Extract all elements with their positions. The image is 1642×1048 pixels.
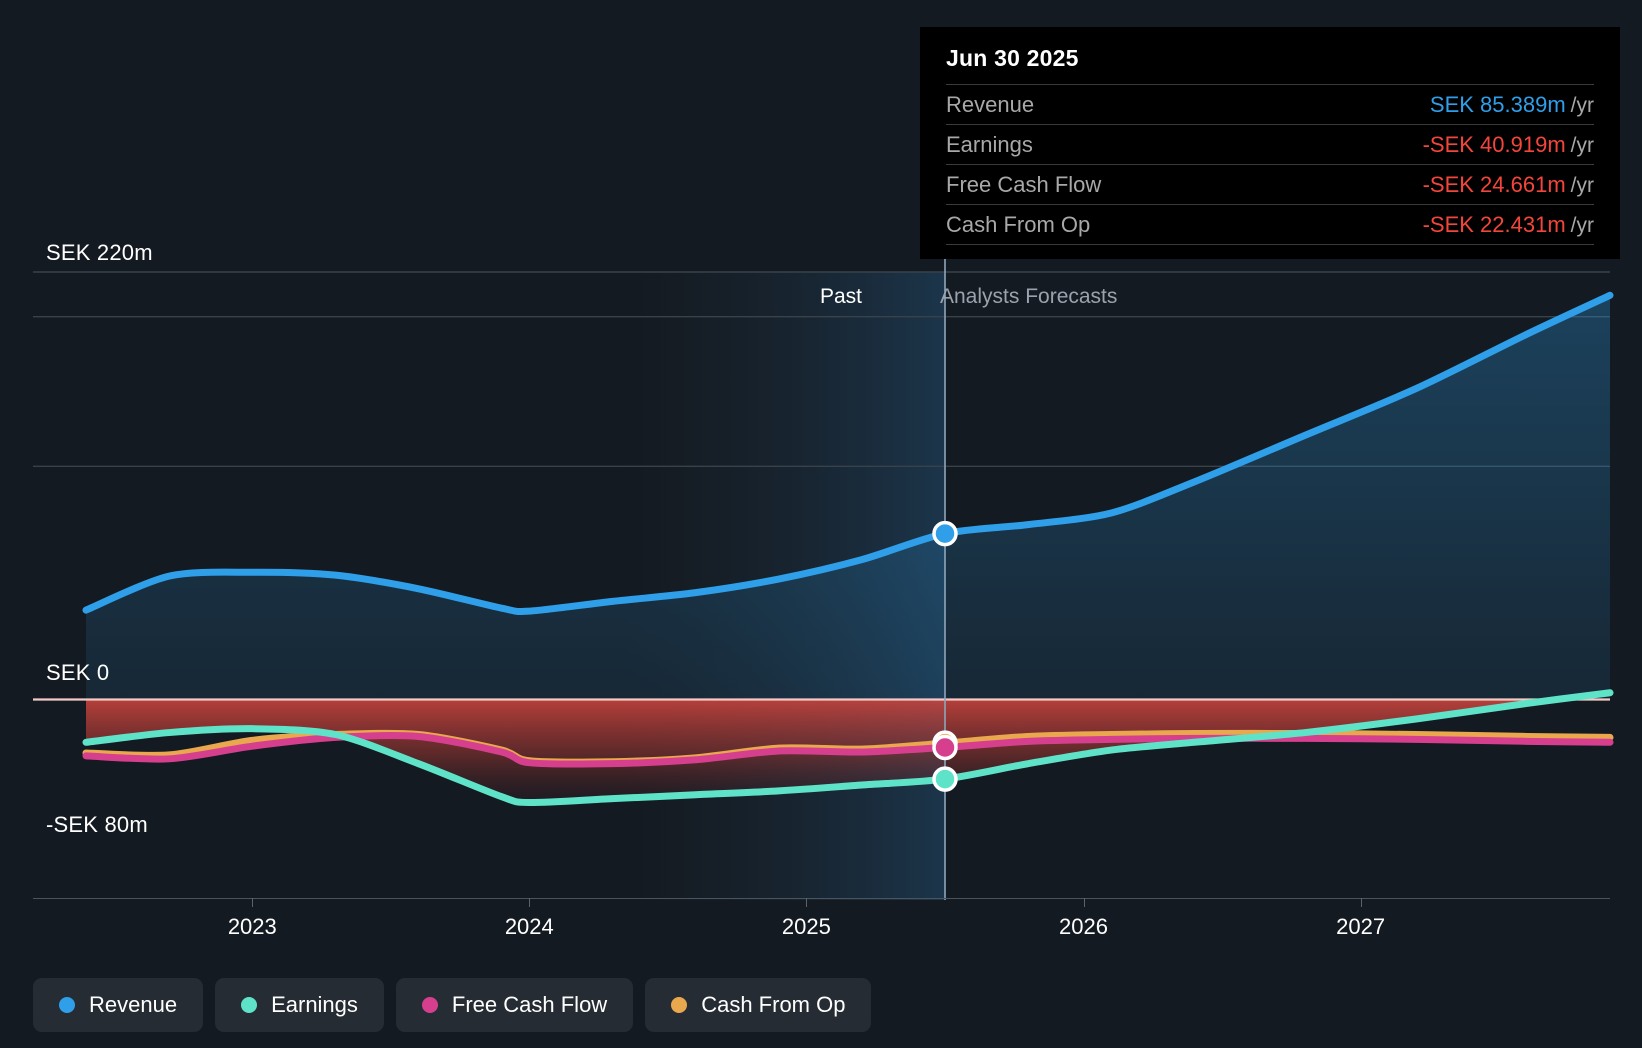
marker-free-cash-flow xyxy=(932,734,958,761)
x-axis-label-2023: 2023 xyxy=(227,914,277,939)
tooltip-metric-unit: /yr xyxy=(1570,134,1594,157)
tooltip-metric-name: Earnings xyxy=(946,132,1033,157)
past-label: Past xyxy=(820,285,863,308)
x-axis-tick xyxy=(1083,898,1085,907)
marker-earnings xyxy=(932,766,958,792)
x-axis-tick xyxy=(529,898,531,907)
tooltip-row: Free Cash Flow -SEK 24.661m/yr xyxy=(946,164,1594,204)
legend-color-dot xyxy=(59,997,75,1013)
tooltip-date: Jun 30 2025 xyxy=(946,45,1079,71)
chart-tooltip: Jun 30 2025 Revenue SEK 85.389m/yr Earning… xyxy=(920,27,1620,259)
tooltip-row: Revenue SEK 85.389m/yr xyxy=(946,84,1594,124)
legend-color-dot xyxy=(671,997,688,1013)
tooltip-metric-name: Free Cash Flow xyxy=(946,172,1102,197)
x-axis-tick xyxy=(806,898,808,907)
legend-item-label: Free Cash Flow xyxy=(451,992,608,1017)
legend-item-label: Revenue xyxy=(89,992,178,1017)
x-axis-label-2024: 2024 xyxy=(504,914,554,939)
tooltip-metric-unit: /yr xyxy=(1570,214,1594,237)
tooltip-metric-value-wrap: SEK 85.389m/yr xyxy=(1430,92,1594,118)
tooltip-metric-value-wrap: -SEK 40.919m/yr xyxy=(1423,132,1594,158)
legend-color-dot xyxy=(421,997,438,1013)
tooltip-metric-value: -SEK 22.431m xyxy=(1422,212,1566,237)
legend-item-label: Cash From Op xyxy=(701,992,846,1017)
y-axis-label-top: SEK 220m xyxy=(46,240,153,265)
marker-revenue xyxy=(932,520,958,547)
legend-item-cash-from-op[interactable]: Cash From Op xyxy=(645,978,872,1032)
x-axis: 2023 2024 2025 2026 2027 xyxy=(0,898,1642,948)
x-axis-tick xyxy=(1360,898,1362,907)
series-line-earnings xyxy=(82,689,1614,807)
legend-item-label: Earnings xyxy=(271,992,358,1017)
tooltip-metric-value: -SEK 24.661m xyxy=(1422,172,1566,197)
x-axis-label-2026: 2026 xyxy=(1059,914,1108,939)
legend-item-revenue[interactable]: Revenue xyxy=(33,978,204,1032)
tooltip-rows: Revenue SEK 85.389m/yr Earnings -SEK 40.919… xyxy=(946,84,1594,245)
tooltip-row: Cash From Op -SEK 22.431m/yr xyxy=(946,204,1594,244)
tooltip-metric-unit: /yr xyxy=(1570,94,1594,117)
y-axis-label-bottom: -SEK 80m xyxy=(46,812,148,837)
analysts-forecasts-label: Analysts Forecasts xyxy=(940,285,1118,308)
series-line-revenue xyxy=(82,291,1614,616)
x-axis-label-2025: 2025 xyxy=(781,914,831,939)
tooltip-metric-value-wrap: -SEK 24.661m/yr xyxy=(1423,172,1594,198)
tooltip-metric-unit: /yr xyxy=(1570,174,1594,197)
y-axis-label-zero: SEK 0 xyxy=(46,660,110,685)
tooltip-metric-name: Cash From Op xyxy=(946,212,1091,237)
tooltip-metric-name: Revenue xyxy=(946,92,1035,117)
tooltip-metric-value-wrap: -SEK 22.431m/yr xyxy=(1423,212,1594,238)
tooltip-metric-value: SEK 85.389m xyxy=(1429,92,1566,117)
legend-item-free-cash-flow[interactable]: Free Cash Flow xyxy=(395,978,634,1032)
tooltip-metric-value: -SEK 40.919m xyxy=(1422,132,1566,157)
chart-legend: Revenue Earnings Free Cash Flow Cash From O… xyxy=(33,978,872,1032)
x-axis-label-2027: 2027 xyxy=(1336,914,1386,939)
legend-item-earnings[interactable]: Earnings xyxy=(215,978,384,1032)
tooltip-row: Earnings -SEK 40.919m/yr xyxy=(946,124,1594,164)
x-axis-tick xyxy=(252,898,254,907)
legend-color-dot xyxy=(241,997,258,1013)
